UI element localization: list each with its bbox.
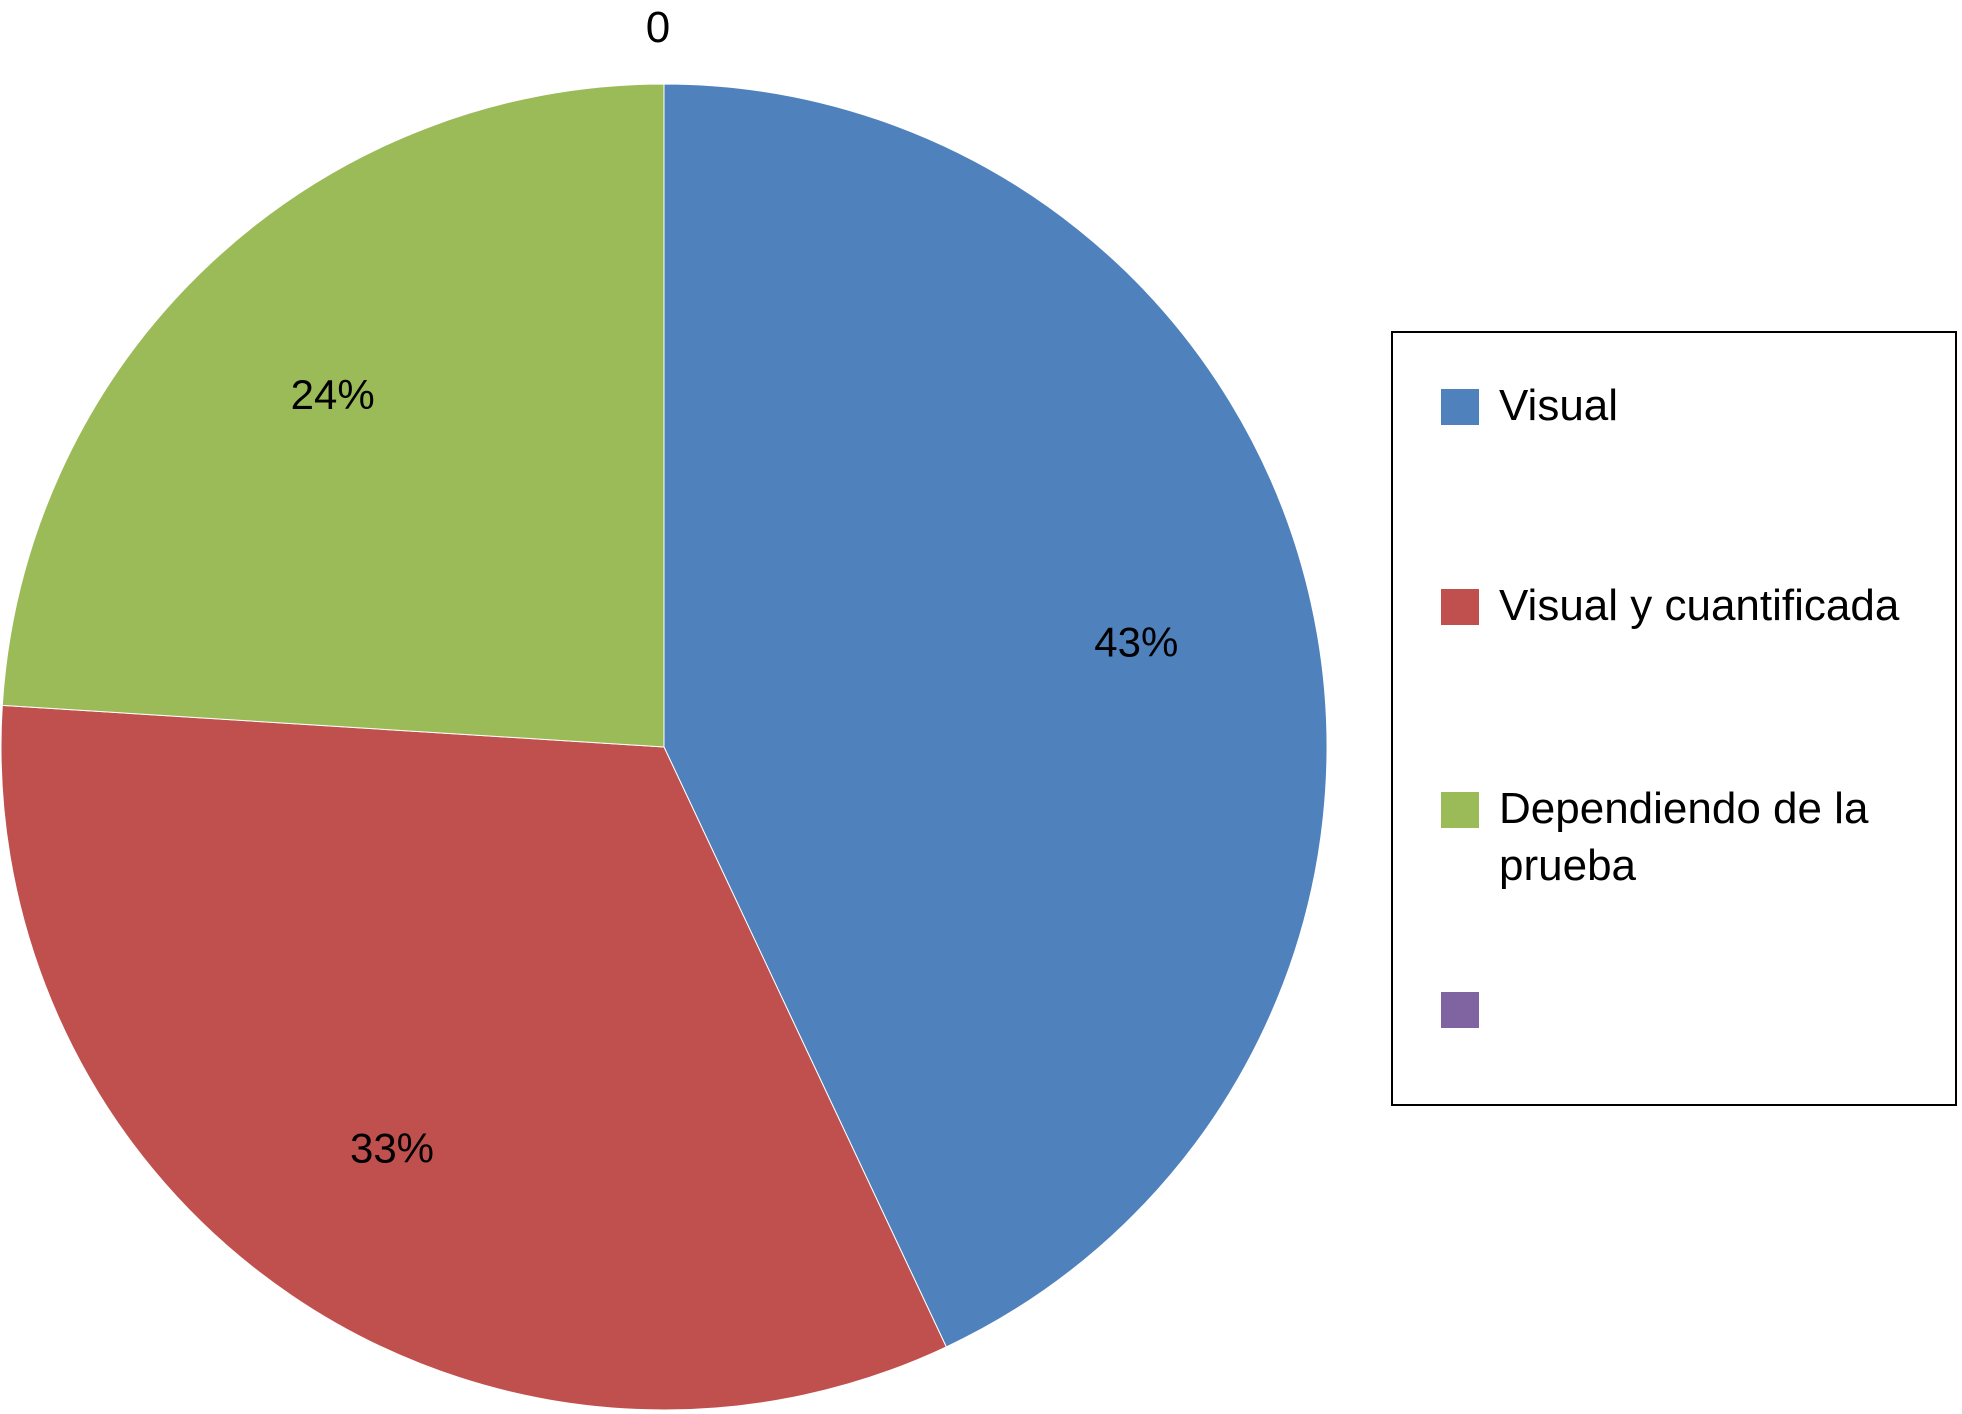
legend-label-dependiendo-de-la-prueba: Dependiendo de la prueba (1499, 784, 1869, 890)
chart-title: 0 (646, 3, 670, 52)
slice-label-dependiendo-de-la-prueba: 24% (291, 371, 375, 418)
legend-swatch-visual-y-cuantificada (1441, 589, 1479, 625)
legend-swatch-visual (1441, 389, 1479, 425)
slice-label-visual-y-cuantificada: 33% (350, 1124, 434, 1171)
legend-item-empty-series (1441, 988, 1941, 1028)
chart-legend: Visual Visual y cuantificada Dependiendo… (1391, 331, 1957, 1106)
slice-label-visual: 43% (1094, 618, 1178, 665)
legend-item-dependiendo-de-la-prueba: Dependiendo de la prueba (1441, 784, 1941, 894)
pie-slice-visual-y-cuantificada (0, 704, 947, 1411)
legend-item-visual: Visual (1441, 381, 1941, 434)
legend-label-visual-y-cuantificada: Visual y cuantificada (1499, 581, 1900, 630)
pie-slice-labels: 43% 33% 24% (291, 371, 1179, 1171)
legend-swatch-empty-series (1441, 992, 1479, 1028)
pie-slice-visual (663, 83, 1328, 1348)
legend-label-visual: Visual (1499, 381, 1619, 430)
pie-slices (0, 83, 1328, 1411)
legend-swatch-dependiendo-de-la-prueba (1441, 792, 1479, 828)
legend-item-visual-y-cuantificada: Visual y cuantificada (1441, 581, 1941, 634)
pie-slice-dependiendo-de-la-prueba (1, 83, 665, 748)
